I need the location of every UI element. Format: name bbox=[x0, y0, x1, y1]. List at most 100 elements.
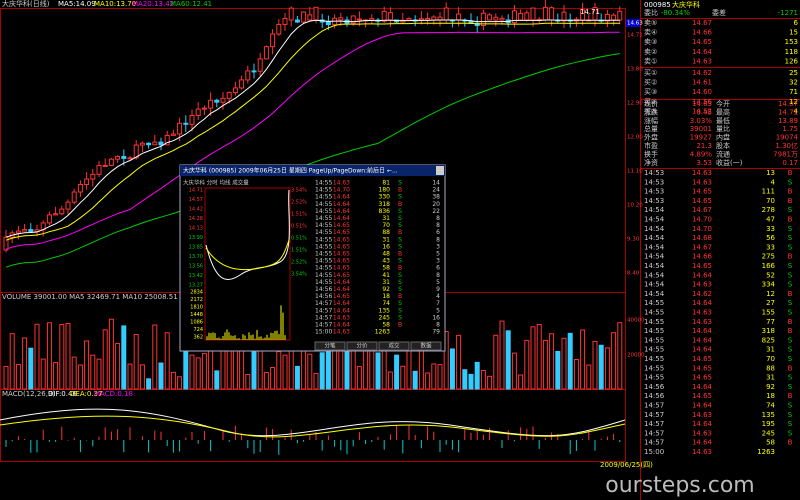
ma-label: MA5:14.09 bbox=[58, 0, 96, 8]
tick-side: S bbox=[788, 243, 793, 251]
trade-side: B bbox=[398, 251, 402, 258]
book-volume: 6 bbox=[794, 19, 799, 27]
candle-body bbox=[425, 17, 431, 21]
candle-body bbox=[121, 155, 127, 159]
volume-bar bbox=[611, 332, 617, 390]
trade-side: S bbox=[398, 307, 402, 314]
panel-text: 3.53 bbox=[696, 159, 712, 167]
trade-time: 14:55 bbox=[315, 265, 332, 272]
tick-side: B bbox=[788, 364, 793, 372]
ma-line bbox=[5, 53, 620, 268]
axis-label: 14.71 bbox=[189, 188, 203, 194]
panel-text: 最高 bbox=[716, 107, 730, 116]
tab[interactable] bbox=[410, 341, 442, 351]
axis-label: 1.51% bbox=[291, 212, 307, 218]
tick-side: B bbox=[788, 169, 793, 177]
tick-side: S bbox=[788, 281, 793, 289]
tick-side: B bbox=[788, 439, 793, 447]
trade-side: S bbox=[398, 194, 402, 201]
trade-count: 14 bbox=[432, 180, 440, 187]
trade-side: B bbox=[398, 293, 402, 300]
candle-body bbox=[257, 58, 263, 72]
macd-dea bbox=[0, 415, 626, 438]
volume-bar bbox=[294, 365, 300, 390]
trade-time: 14:55 bbox=[315, 222, 332, 229]
tick-volume: 88 bbox=[766, 364, 775, 372]
trade-time: 14:55 bbox=[315, 251, 332, 258]
tick-time: 14:54 bbox=[644, 271, 665, 279]
volume-bar bbox=[46, 322, 52, 390]
volume-bar bbox=[40, 358, 46, 390]
axis-label: 20000 bbox=[627, 353, 645, 359]
panel-text: 涨跌 bbox=[644, 107, 658, 116]
panel-text: 19074 bbox=[776, 134, 799, 142]
tick-price: 14.64 bbox=[692, 271, 713, 279]
volume-bar bbox=[387, 371, 393, 390]
trade-price: 14.63 bbox=[333, 314, 350, 321]
tick-volume: 31 bbox=[766, 374, 775, 382]
tick-side: B bbox=[788, 216, 793, 224]
trade-side: S bbox=[398, 300, 402, 307]
trade-price: 14.64 bbox=[333, 307, 350, 314]
trade-side: S bbox=[398, 180, 402, 187]
tick-volume: 33 bbox=[766, 243, 775, 251]
candle-body bbox=[189, 114, 195, 125]
tick-price: 14.63 bbox=[692, 309, 712, 317]
axis-label: 13.99 bbox=[189, 235, 203, 241]
trade-count: 9 bbox=[436, 286, 440, 293]
candle-body bbox=[3, 236, 9, 251]
book-volume: 153 bbox=[785, 38, 798, 46]
panel-text: 3.03% bbox=[690, 117, 713, 125]
volume-bar bbox=[462, 369, 468, 390]
trade-time: 14:55 bbox=[315, 180, 332, 187]
trade-volume: 48 bbox=[382, 251, 390, 258]
panel-text: 涨幅 bbox=[644, 116, 658, 125]
tick-time: 15:00 bbox=[644, 448, 664, 456]
volume-bar bbox=[542, 339, 548, 390]
volume-bar bbox=[195, 357, 201, 390]
tick-volume: 47 bbox=[766, 216, 775, 224]
axis-label: 13.27 bbox=[189, 283, 203, 289]
axis-label: 11.10 bbox=[627, 169, 643, 175]
trade-time: 14:57 bbox=[315, 314, 332, 321]
trade-price: 14.64 bbox=[333, 201, 350, 208]
ma-line bbox=[5, 19, 620, 238]
volume-label: VOLUME 39001.00 MA5 32469.71 MA10 25008.… bbox=[2, 293, 178, 301]
volume-bar bbox=[604, 347, 610, 390]
tab[interactable] bbox=[346, 341, 378, 351]
volume-bar bbox=[431, 363, 437, 390]
tick-price: 14.70 bbox=[692, 225, 712, 233]
trade-count: 5 bbox=[436, 279, 440, 286]
tick-time: 14:54 bbox=[644, 243, 665, 251]
trade-side: S bbox=[398, 272, 402, 279]
tick-volume: 111 bbox=[762, 188, 775, 196]
volume-bar bbox=[518, 374, 524, 390]
tick-side: S bbox=[788, 262, 793, 270]
panel-text: 市盈 bbox=[644, 141, 658, 150]
tab[interactable] bbox=[314, 341, 346, 351]
panel-text: 外盘 bbox=[644, 133, 658, 142]
volume-bar bbox=[493, 334, 499, 390]
tick-volume: 278 bbox=[762, 206, 775, 214]
trade-time: 14:55 bbox=[315, 236, 332, 243]
candle-body bbox=[499, 17, 505, 21]
tab[interactable] bbox=[378, 341, 410, 351]
trade-count: 38 bbox=[432, 194, 440, 201]
panel-text: 1.30亿 bbox=[775, 141, 798, 150]
panel-text: 换手 bbox=[644, 149, 658, 158]
volume-bar bbox=[412, 370, 418, 390]
candle-body bbox=[276, 23, 282, 35]
trade-time: 14:55 bbox=[315, 215, 332, 222]
tick-side: S bbox=[788, 402, 793, 410]
tick-side: S bbox=[788, 225, 793, 233]
book-label: 卖② bbox=[644, 48, 657, 56]
axis-label: 3.54% bbox=[291, 188, 307, 194]
tick-volume: 135 bbox=[762, 411, 775, 419]
tick-time: 14:57 bbox=[644, 429, 664, 437]
tick-price: 14.65 bbox=[692, 262, 712, 270]
volume-bar bbox=[15, 363, 21, 390]
popup-title: 大庆华科 (000985) 2009年06月25日 星期四 PageUp/Pag… bbox=[183, 167, 398, 175]
book-volume: 32 bbox=[789, 79, 798, 87]
close-button[interactable] bbox=[436, 166, 444, 175]
panel-text: 流通 bbox=[716, 149, 730, 158]
